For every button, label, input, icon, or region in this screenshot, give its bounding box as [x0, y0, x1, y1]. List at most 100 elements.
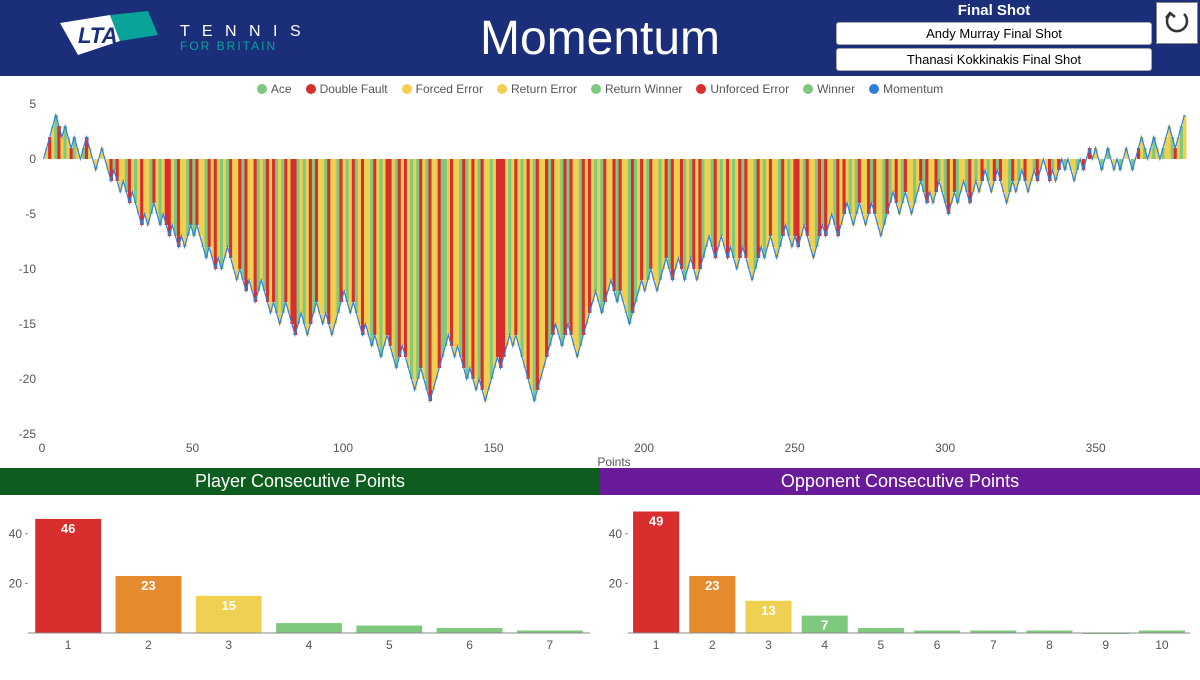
- final-shot-panel: Final Shot Andy Murray Final Shot Thanas…: [836, 2, 1152, 74]
- svg-text:20: 20: [9, 576, 23, 590]
- svg-text:1: 1: [933, 615, 940, 630]
- svg-text:1: 1: [1046, 615, 1053, 630]
- legend-dot: [257, 84, 267, 94]
- svg-text:250: 250: [785, 441, 805, 455]
- svg-text:6: 6: [934, 638, 941, 652]
- legend-label: Momentum: [883, 82, 943, 96]
- legend-dot: [306, 84, 316, 94]
- legend-label: Winner: [817, 82, 855, 96]
- svg-text:Points: Points: [597, 455, 630, 468]
- legend-label: Forced Error: [416, 82, 483, 96]
- legend-dot: [696, 84, 706, 94]
- svg-text:3: 3: [765, 638, 772, 652]
- legend-label: Double Fault: [320, 82, 388, 96]
- svg-text:7: 7: [547, 638, 554, 652]
- svg-text:-5: -5: [25, 207, 36, 221]
- svg-text:23: 23: [705, 578, 719, 593]
- svg-text:8: 8: [1046, 638, 1053, 652]
- svg-text:0: 0: [39, 441, 46, 455]
- svg-text:350: 350: [1086, 441, 1106, 455]
- svg-text:15: 15: [221, 598, 235, 613]
- svg-text:13: 13: [761, 603, 775, 618]
- legend-dot: [402, 84, 412, 94]
- svg-text:3: 3: [386, 610, 393, 625]
- svg-text:4: 4: [306, 638, 313, 652]
- logo-text: T E N N I S FOR BRITAIN: [180, 23, 305, 54]
- svg-text:50: 50: [186, 441, 200, 455]
- legend-item: Return Winner: [591, 82, 682, 96]
- legend-dot: [497, 84, 507, 94]
- svg-text:1: 1: [653, 638, 660, 652]
- legend-label: Ace: [271, 82, 292, 96]
- svg-text:3: 3: [225, 638, 232, 652]
- player-bar-chart: 20 40 46 1 23 2 15 3 4 4 3 5 2 6 1 7: [0, 495, 600, 655]
- svg-text:150: 150: [484, 441, 504, 455]
- page-title: Momentum: [480, 11, 720, 66]
- opponent-bar-chart: 20 40 49 1 23 2 13 3 7 4 2 5 1 6 1 7 1 8 0 9 1 10: [600, 495, 1200, 655]
- svg-text:1: 1: [1158, 615, 1165, 630]
- svg-text:40: 40: [609, 527, 623, 541]
- legend-item: Winner: [803, 82, 855, 96]
- back-button[interactable]: [1156, 2, 1198, 44]
- svg-text:5: 5: [878, 638, 885, 652]
- legend-label: Return Winner: [605, 82, 682, 96]
- momentum-chart: -25-20-15-10-505050100150200250300350Poi…: [8, 98, 1192, 468]
- svg-text:2: 2: [877, 612, 884, 627]
- final-shot-button-2[interactable]: Thanasi Kokkinakis Final Shot: [836, 48, 1152, 71]
- svg-text:1: 1: [990, 615, 997, 630]
- svg-text:7: 7: [990, 638, 997, 652]
- svg-text:2: 2: [466, 612, 473, 627]
- header-bar: LTA T E N N I S FOR BRITAIN Momentum Fin…: [0, 0, 1200, 76]
- svg-text:23: 23: [141, 578, 155, 593]
- svg-text:300: 300: [935, 441, 955, 455]
- legend-dot: [803, 84, 813, 94]
- legend-item: Ace: [257, 82, 292, 96]
- logo: LTA T E N N I S FOR BRITAIN: [0, 11, 305, 66]
- svg-text:-15: -15: [19, 317, 37, 331]
- svg-text:-10: -10: [19, 262, 37, 276]
- svg-text:2: 2: [709, 638, 716, 652]
- svg-text:0: 0: [29, 152, 36, 166]
- svg-text:40: 40: [9, 527, 23, 541]
- legend-item: Momentum: [869, 82, 943, 96]
- lta-logo-mark: LTA: [60, 11, 170, 66]
- legend-item: Unforced Error: [696, 82, 789, 96]
- svg-text:20: 20: [609, 576, 623, 590]
- legend: Ace Double Fault Forced Error Return Error R…: [0, 76, 1200, 98]
- svg-text:5: 5: [386, 638, 393, 652]
- svg-text:1: 1: [65, 638, 72, 652]
- player-section-title: Player Consecutive Points: [0, 468, 600, 495]
- legend-item: Double Fault: [306, 82, 388, 96]
- svg-text:0: 0: [1102, 617, 1109, 632]
- svg-text:5: 5: [29, 98, 36, 111]
- svg-text:4: 4: [305, 607, 313, 622]
- legend-label: Return Error: [511, 82, 577, 96]
- legend-dot: [869, 84, 879, 94]
- logo-tennis-text: T E N N I S: [180, 23, 305, 41]
- svg-text:200: 200: [634, 441, 654, 455]
- svg-text:-20: -20: [19, 372, 37, 386]
- final-shot-button-1[interactable]: Andy Murray Final Shot: [836, 22, 1152, 45]
- svg-text:1: 1: [546, 615, 553, 630]
- legend-item: Forced Error: [402, 82, 483, 96]
- section-titles: Player Consecutive Points Opponent Conse…: [0, 468, 1200, 495]
- svg-text:9: 9: [1102, 638, 1109, 652]
- svg-text:7: 7: [821, 618, 828, 633]
- svg-text:2: 2: [145, 638, 152, 652]
- legend-label: Unforced Error: [710, 82, 789, 96]
- consecutive-points-row: 20 40 46 1 23 2 15 3 4 4 3 5 2 6 1 7 20 40 49 1 23 2 13 3 7 4 2 5 1…: [0, 495, 1200, 655]
- svg-text:46: 46: [61, 521, 75, 536]
- svg-text:4: 4: [821, 638, 828, 652]
- legend-dot: [591, 84, 601, 94]
- svg-text:6: 6: [466, 638, 473, 652]
- logo-britain-text: FOR BRITAIN: [180, 40, 305, 53]
- svg-text:-25: -25: [19, 427, 37, 441]
- back-arrow-icon: [1162, 8, 1192, 38]
- legend-item: Return Error: [497, 82, 577, 96]
- svg-text:100: 100: [333, 441, 353, 455]
- final-shot-header: Final Shot: [836, 2, 1152, 19]
- svg-text:49: 49: [649, 513, 663, 528]
- svg-text:10: 10: [1155, 638, 1169, 652]
- svg-text:LTA: LTA: [78, 23, 118, 48]
- opponent-section-title: Opponent Consecutive Points: [600, 468, 1200, 495]
